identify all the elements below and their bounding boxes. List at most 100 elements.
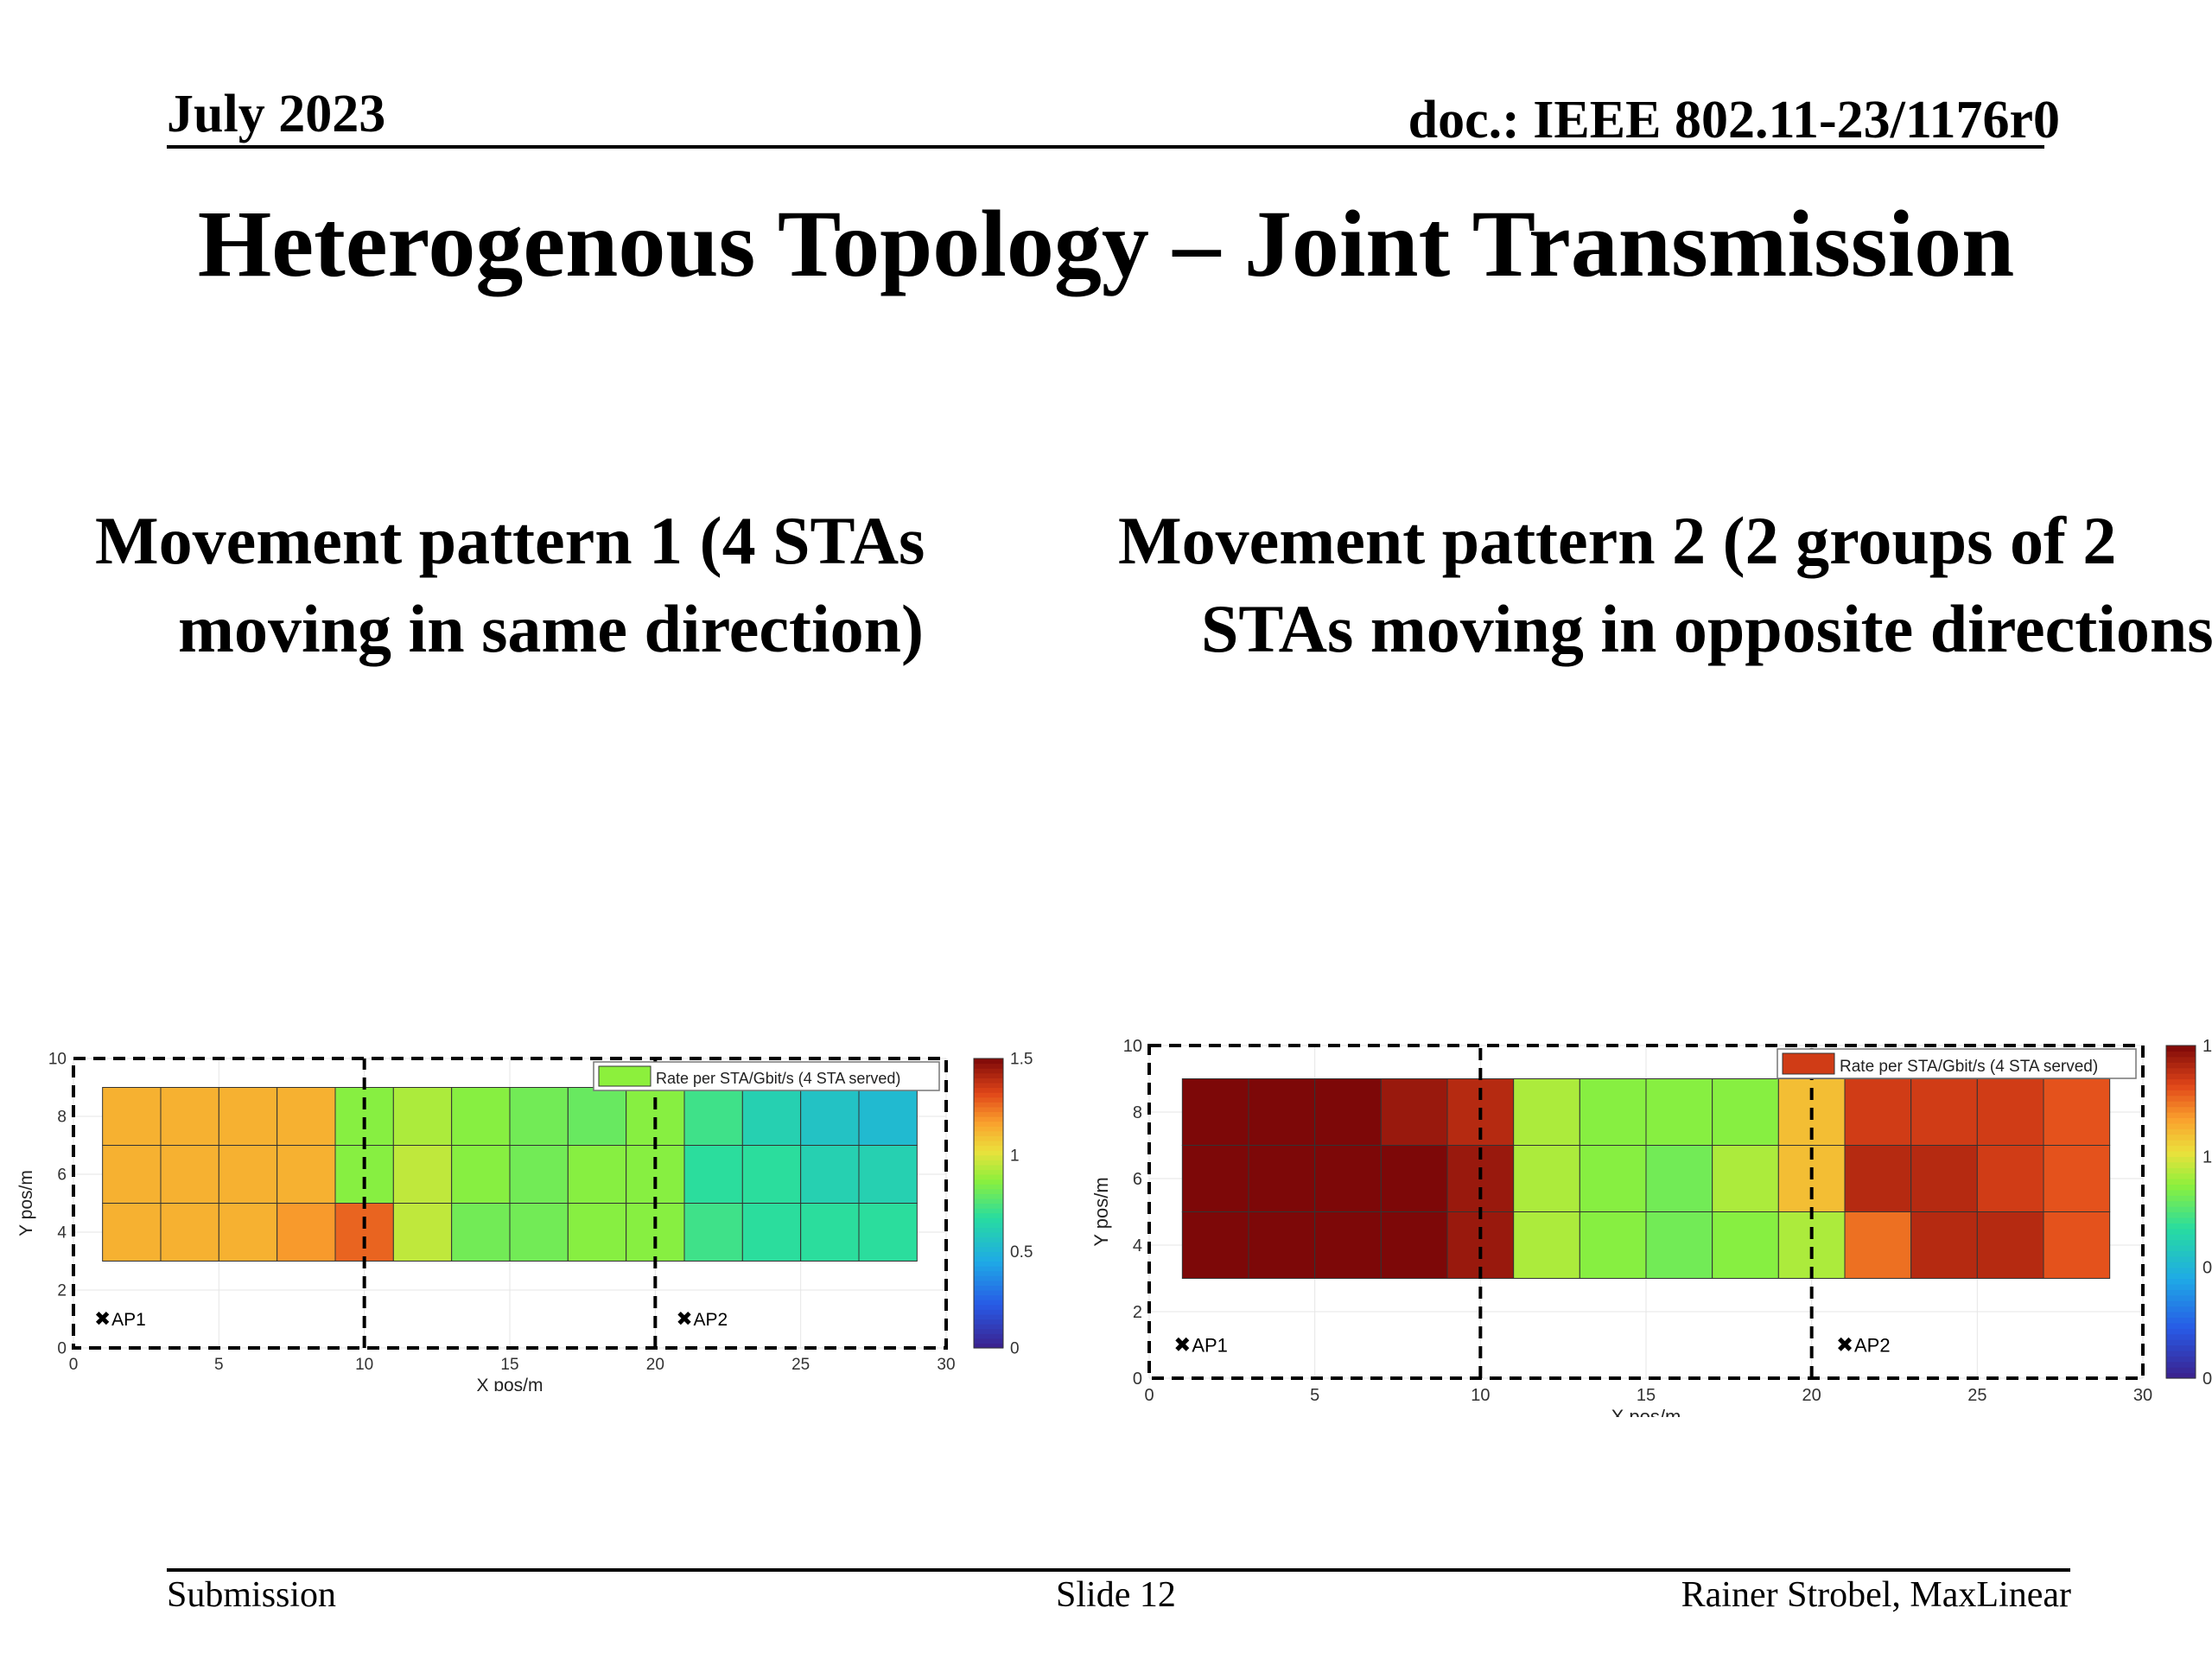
colorbar-segment xyxy=(974,1111,1003,1117)
colorbar-segment xyxy=(2166,1067,2196,1074)
colorbar-segment xyxy=(974,1082,1003,1089)
colorbar-segment xyxy=(2166,1250,2196,1257)
colorbar-segment xyxy=(2166,1328,2196,1335)
footer-author: Rainer Strobel, MaxLinear xyxy=(1681,1575,2071,1615)
heatmap-cell xyxy=(1248,1145,1316,1212)
y-axis-label: Y pos/m xyxy=(1090,1177,1112,1246)
ap-marker-icon: ✖ xyxy=(1173,1333,1191,1357)
colorbar-segment xyxy=(974,1328,1003,1334)
heatmap-cell xyxy=(334,1203,394,1262)
colorbar-segment xyxy=(974,1130,1003,1136)
colorbar-segment xyxy=(2166,1289,2196,1296)
heatmap-cell xyxy=(741,1145,802,1204)
ap-label: AP2 xyxy=(693,1310,728,1330)
heatmap-cell xyxy=(451,1203,511,1262)
colorbar-segment xyxy=(2166,1056,2196,1063)
ap-marker-icon: ✖ xyxy=(1836,1333,1853,1357)
colorbar-segment xyxy=(974,1140,1003,1147)
colorbar-segment xyxy=(974,1212,1003,1218)
heatmap-cell xyxy=(1844,1211,1912,1279)
legend-swatch xyxy=(598,1065,652,1087)
heatmap-cell xyxy=(626,1145,685,1204)
colorbar-segment xyxy=(974,1208,1003,1214)
x-tick-label: 0 xyxy=(69,1356,79,1374)
colorbar-segment xyxy=(2166,1312,2196,1319)
heatmap-cell xyxy=(218,1145,278,1204)
heatmap-cell xyxy=(1248,1211,1316,1279)
colorbar-segment xyxy=(2166,1283,2196,1290)
colorbar-segment xyxy=(974,1236,1003,1243)
colorbar-segment xyxy=(2166,1189,2196,1196)
heatmap-cell xyxy=(392,1203,453,1262)
heatmap-cell xyxy=(160,1203,219,1262)
colorbar-segment xyxy=(974,1116,1003,1122)
colorbar-segment xyxy=(2166,1273,2196,1280)
heatmap-cell xyxy=(1712,1211,1779,1279)
colorbar-segment xyxy=(2166,1228,2196,1235)
colorbar-segment xyxy=(2166,1134,2196,1141)
colorbar-segment xyxy=(974,1255,1003,1262)
heatmap-cell xyxy=(741,1203,802,1262)
y-tick-label: 10 xyxy=(1123,1037,1142,1056)
colorbar-segment xyxy=(2166,1084,2196,1090)
y-tick-label: 6 xyxy=(57,1166,67,1185)
colorbar-tick-label: 1.5 xyxy=(2202,1037,2212,1056)
colorbar-segment xyxy=(2166,1140,2196,1147)
heatmap-cell xyxy=(102,1087,162,1146)
x-tick-label: 20 xyxy=(1802,1386,1821,1405)
x-tick-label: 0 xyxy=(1144,1386,1154,1405)
y-tick-label: 4 xyxy=(57,1224,67,1243)
colorbar-segment xyxy=(974,1150,1003,1156)
colorbar-segment xyxy=(2166,1156,2196,1163)
colorbar-segment xyxy=(974,1174,1003,1180)
colorbar-segment xyxy=(2166,1046,2196,1052)
colorbar-segment xyxy=(974,1304,1003,1310)
heatmap-cell xyxy=(567,1203,627,1262)
colorbar-segment xyxy=(974,1154,1003,1160)
heatmap-cell xyxy=(276,1145,336,1204)
legend-label: Rate per STA/Gbit/s (4 STA served) xyxy=(656,1070,900,1087)
y-tick-label: 2 xyxy=(1133,1303,1142,1322)
colorbar-segment xyxy=(974,1285,1003,1291)
colorbar-segment xyxy=(974,1338,1003,1344)
y-tick-label: 10 xyxy=(48,1051,67,1069)
heatmap-cell xyxy=(858,1145,918,1204)
colorbar-segment xyxy=(2166,1167,2196,1174)
colorbar-segment xyxy=(2166,1267,2196,1274)
colorbar-segment xyxy=(2166,1128,2196,1135)
colorbar-segment xyxy=(974,1072,1003,1078)
heatmap-cell xyxy=(1579,1078,1647,1146)
colorbar-segment xyxy=(974,1222,1003,1229)
colorbar-segment xyxy=(974,1280,1003,1287)
colorbar-tick-label: 0.5 xyxy=(1010,1243,1033,1262)
y-tick-label: 0 xyxy=(1133,1370,1142,1389)
colorbar-segment xyxy=(974,1068,1003,1074)
colorbar-segment xyxy=(2166,1184,2196,1191)
colorbar-segment xyxy=(974,1092,1003,1098)
heatmap-cell xyxy=(392,1145,453,1204)
colorbar-segment xyxy=(974,1193,1003,1199)
ap-label: AP1 xyxy=(111,1310,146,1330)
heatmap-cell xyxy=(2043,1145,2111,1212)
y-tick-label: 4 xyxy=(1133,1236,1142,1255)
heatmap-cell xyxy=(1513,1211,1580,1279)
heatmap-cell xyxy=(1645,1211,1713,1279)
colorbar-tick-label: 1 xyxy=(2202,1147,2212,1166)
colorbar-segment xyxy=(974,1058,1003,1065)
heatmap-cell xyxy=(451,1087,511,1146)
heatmap-cell xyxy=(1181,1145,1249,1212)
colorbar-segment xyxy=(974,1232,1003,1238)
colorbar-segment xyxy=(974,1102,1003,1108)
heatmap-cell xyxy=(1910,1078,1978,1146)
colorbar-segment xyxy=(2166,1317,2196,1324)
colorbar-segment xyxy=(974,1270,1003,1276)
heatmap-cell xyxy=(2043,1078,2111,1146)
colorbar-segment xyxy=(2166,1350,2196,1357)
colorbar-segment xyxy=(2166,1122,2196,1129)
heatmap-cell xyxy=(1314,1145,1382,1212)
heatmap-cell xyxy=(1380,1145,1448,1212)
x-tick-label: 5 xyxy=(214,1356,224,1374)
colorbar-segment xyxy=(974,1246,1003,1252)
